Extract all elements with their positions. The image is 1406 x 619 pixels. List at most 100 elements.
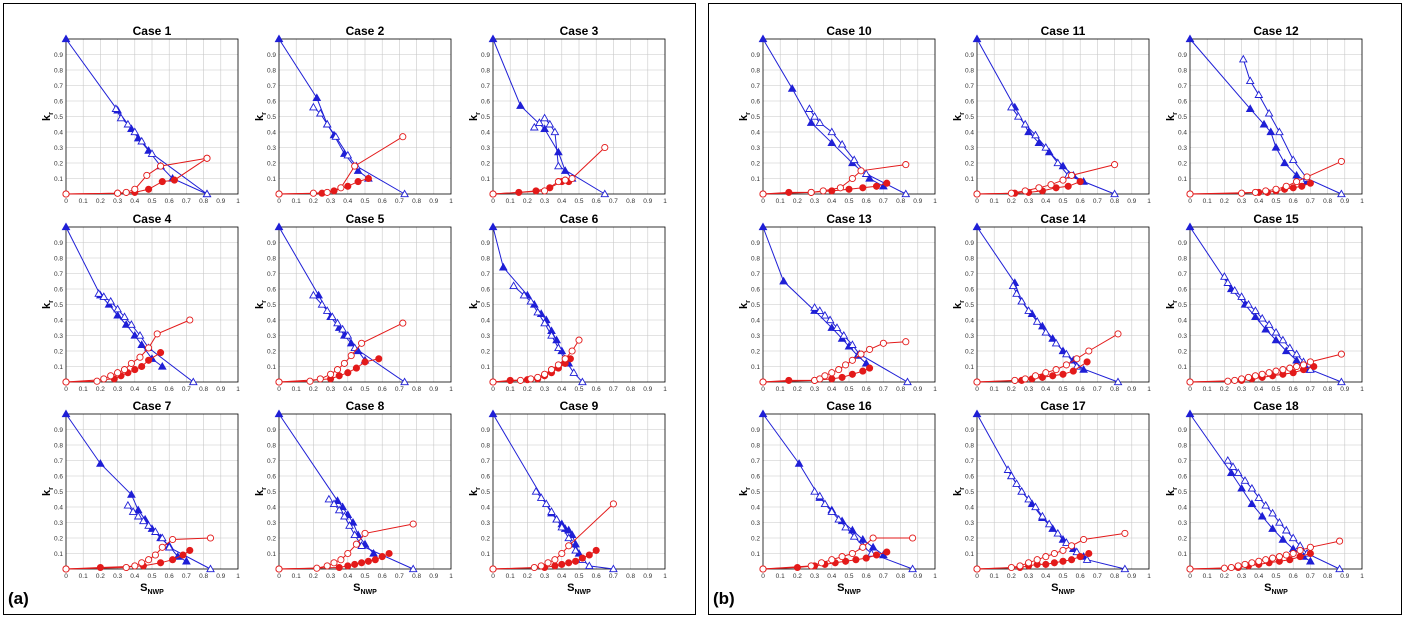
data-point-kr_wp_imbibition — [1251, 372, 1259, 380]
x-tick-label: 0.1 — [292, 198, 301, 205]
x-tick-label: 1 — [933, 573, 937, 580]
data-point-kr_wp_drainage — [1069, 367, 1077, 375]
data-point-kr_nwp_drainage — [274, 34, 284, 43]
data-point-kr_nwp_drainage — [314, 290, 323, 299]
data-point-kr_nwp_imbibition — [839, 330, 849, 339]
x-tick-label: 0.1 — [79, 198, 88, 205]
y-tick-label: 0.1 — [54, 551, 63, 558]
y-tick-label: 0.6 — [54, 474, 63, 481]
data-point-kr_nwp_imbibition — [600, 189, 610, 198]
data-point-kr_wp_imbibition — [1073, 355, 1081, 363]
y-tick-label: 0.1 — [751, 551, 760, 558]
data-point-kr_nwp_imbibition — [578, 377, 587, 386]
x-tick-label: 0.8 — [1323, 386, 1332, 393]
x-tick-label: 0.9 — [913, 198, 922, 205]
data-point-kr_nwp_drainage — [861, 358, 871, 367]
data-point-kr_nwp_drainage — [1271, 335, 1281, 344]
data-point-kr_nwp_imbibition — [408, 564, 418, 573]
data-point-kr_wp_imbibition — [136, 353, 144, 361]
y-tick-label: 0.5 — [54, 489, 63, 496]
x-tick-label: 0.3 — [1237, 386, 1246, 393]
x-axis-label: SNWP — [837, 582, 861, 596]
chart-title: Case 4 — [133, 212, 172, 226]
data-point-kr_nwp_drainage — [182, 556, 191, 565]
data-point-kr_wp_imbibition — [1186, 378, 1194, 386]
y-tick-label: 0.2 — [481, 536, 490, 543]
data-point-kr_wp_imbibition — [1231, 376, 1239, 384]
data-point-kr_wp_drainage — [859, 367, 867, 375]
data-point-kr_wp_imbibition — [1031, 372, 1040, 380]
data-point-kr_wp_drainage — [371, 556, 379, 564]
data-point-kr_wp_drainage — [352, 364, 360, 372]
data-point-kr_nwp_imbibition — [550, 127, 560, 136]
data-point-kr_nwp_imbibition — [1220, 272, 1229, 280]
data-point-kr_nwp_imbibition — [832, 323, 842, 331]
y-tick-label: 0.2 — [54, 536, 63, 543]
y-tick-label: 0.9 — [481, 240, 490, 247]
y-tick-label: 0.6 — [965, 474, 974, 481]
x-tick-label: 0.4 — [130, 198, 139, 205]
data-point-kr_nwp_imbibition — [1245, 76, 1255, 85]
data-point-kr_wp_imbibition — [565, 542, 573, 550]
x-tick-label: 0.2 — [1007, 386, 1016, 393]
y-tick-label: 0.6 — [1178, 99, 1187, 106]
x-tick-label: 0.2 — [1220, 198, 1229, 205]
data-point-kr_wp_drainage — [1296, 553, 1304, 561]
data-point-kr_wp_drainage — [1050, 559, 1058, 567]
y-axis-label: kr — [952, 487, 966, 496]
data-point-kr_wp_drainage — [845, 185, 853, 193]
x-tick-label: 0.9 — [1127, 573, 1136, 580]
data-point-kr_nwp_imbibition — [1024, 306, 1033, 314]
x-tick-label: 0.4 — [343, 573, 352, 580]
data-point-kr_nwp_imbibition — [1337, 377, 1346, 386]
data-point-kr_nwp_drainage — [1034, 138, 1044, 146]
data-point-kr_wp_drainage — [131, 366, 139, 374]
data-point-kr_wp_drainage — [157, 559, 165, 567]
data-point-kr_nwp_imbibition — [1007, 471, 1016, 480]
series-line-kr_wp_imbibition — [976, 333, 1119, 383]
plot-frame — [976, 226, 1150, 383]
data-point-kr_wp_drainage — [364, 557, 372, 565]
data-point-kr_nwp_imbibition — [1062, 349, 1071, 358]
data-point-kr_nwp_imbibition — [820, 499, 830, 508]
y-axis-label: kr — [1165, 112, 1179, 121]
data-point-kr_wp_drainage — [335, 563, 343, 572]
y-tick-label: 0.3 — [267, 145, 276, 152]
data-point-kr_nwp_imbibition — [1230, 285, 1240, 294]
data-point-kr_nwp_imbibition — [908, 564, 917, 573]
data-point-kr_wp_imbibition — [544, 559, 552, 567]
chart-case-1: 0 0.1 0.2 0.3 0.4 0.5 0.6 0.7 0.8 0.9 1 0.1 0.2 0.3 0.… — [41, 24, 240, 205]
y-tick-label: 0.9 — [1178, 52, 1187, 59]
data-point-kr_nwp_drainage — [865, 173, 874, 182]
data-point-kr_nwp_imbibition — [147, 149, 157, 157]
x-tick-label: 0.6 — [592, 198, 601, 205]
y-tick-label: 0.8 — [751, 443, 760, 450]
data-point-kr_wp_drainage — [1306, 179, 1314, 187]
x-tick-label: 0.1 — [776, 198, 785, 205]
data-point-kr_wp_drainage — [1042, 560, 1050, 568]
data-point-kr_nwp_imbibition — [188, 377, 198, 386]
data-point-kr_wp_imbibition — [541, 370, 549, 378]
x-tick-label: 0.6 — [1289, 198, 1298, 205]
chart-case-12: 0 0.1 0.2 0.3 0.4 0.5 0.6 0.7 0.8 0.9 1 0.1 0.2 0.3 0.… — [1165, 24, 1364, 205]
data-point-kr_nwp_imbibition — [1278, 335, 1288, 344]
data-point-kr_nwp_imbibition — [343, 330, 353, 339]
data-point-kr_wp_drainage — [170, 176, 178, 184]
x-tick-label: 0.8 — [199, 198, 208, 205]
x-tick-label: 0.5 — [1058, 573, 1067, 580]
chart-title: Case 17 — [1040, 399, 1086, 413]
data-point-kr_nwp_imbibition — [1017, 486, 1027, 495]
data-point-kr_nwp_imbibition — [315, 108, 325, 117]
x-tick-label: 0.6 — [1076, 386, 1085, 393]
y-axis-label: kr — [738, 487, 752, 496]
data-point-kr_nwp_imbibition — [569, 368, 579, 376]
x-tick-label: 0.4 — [557, 198, 566, 205]
x-tick-label: 0.8 — [626, 198, 635, 205]
series-line-kr_nwp_imbibition — [814, 491, 913, 570]
x-tick-label: 0.5 — [147, 386, 156, 393]
x-tick-label: 0.2 — [523, 198, 532, 205]
y-tick-label: 0.7 — [1178, 458, 1187, 465]
chart-title: Case 5 — [346, 212, 385, 226]
data-point-kr_nwp_imbibition — [533, 307, 543, 316]
y-axis-label: kr — [952, 112, 966, 121]
